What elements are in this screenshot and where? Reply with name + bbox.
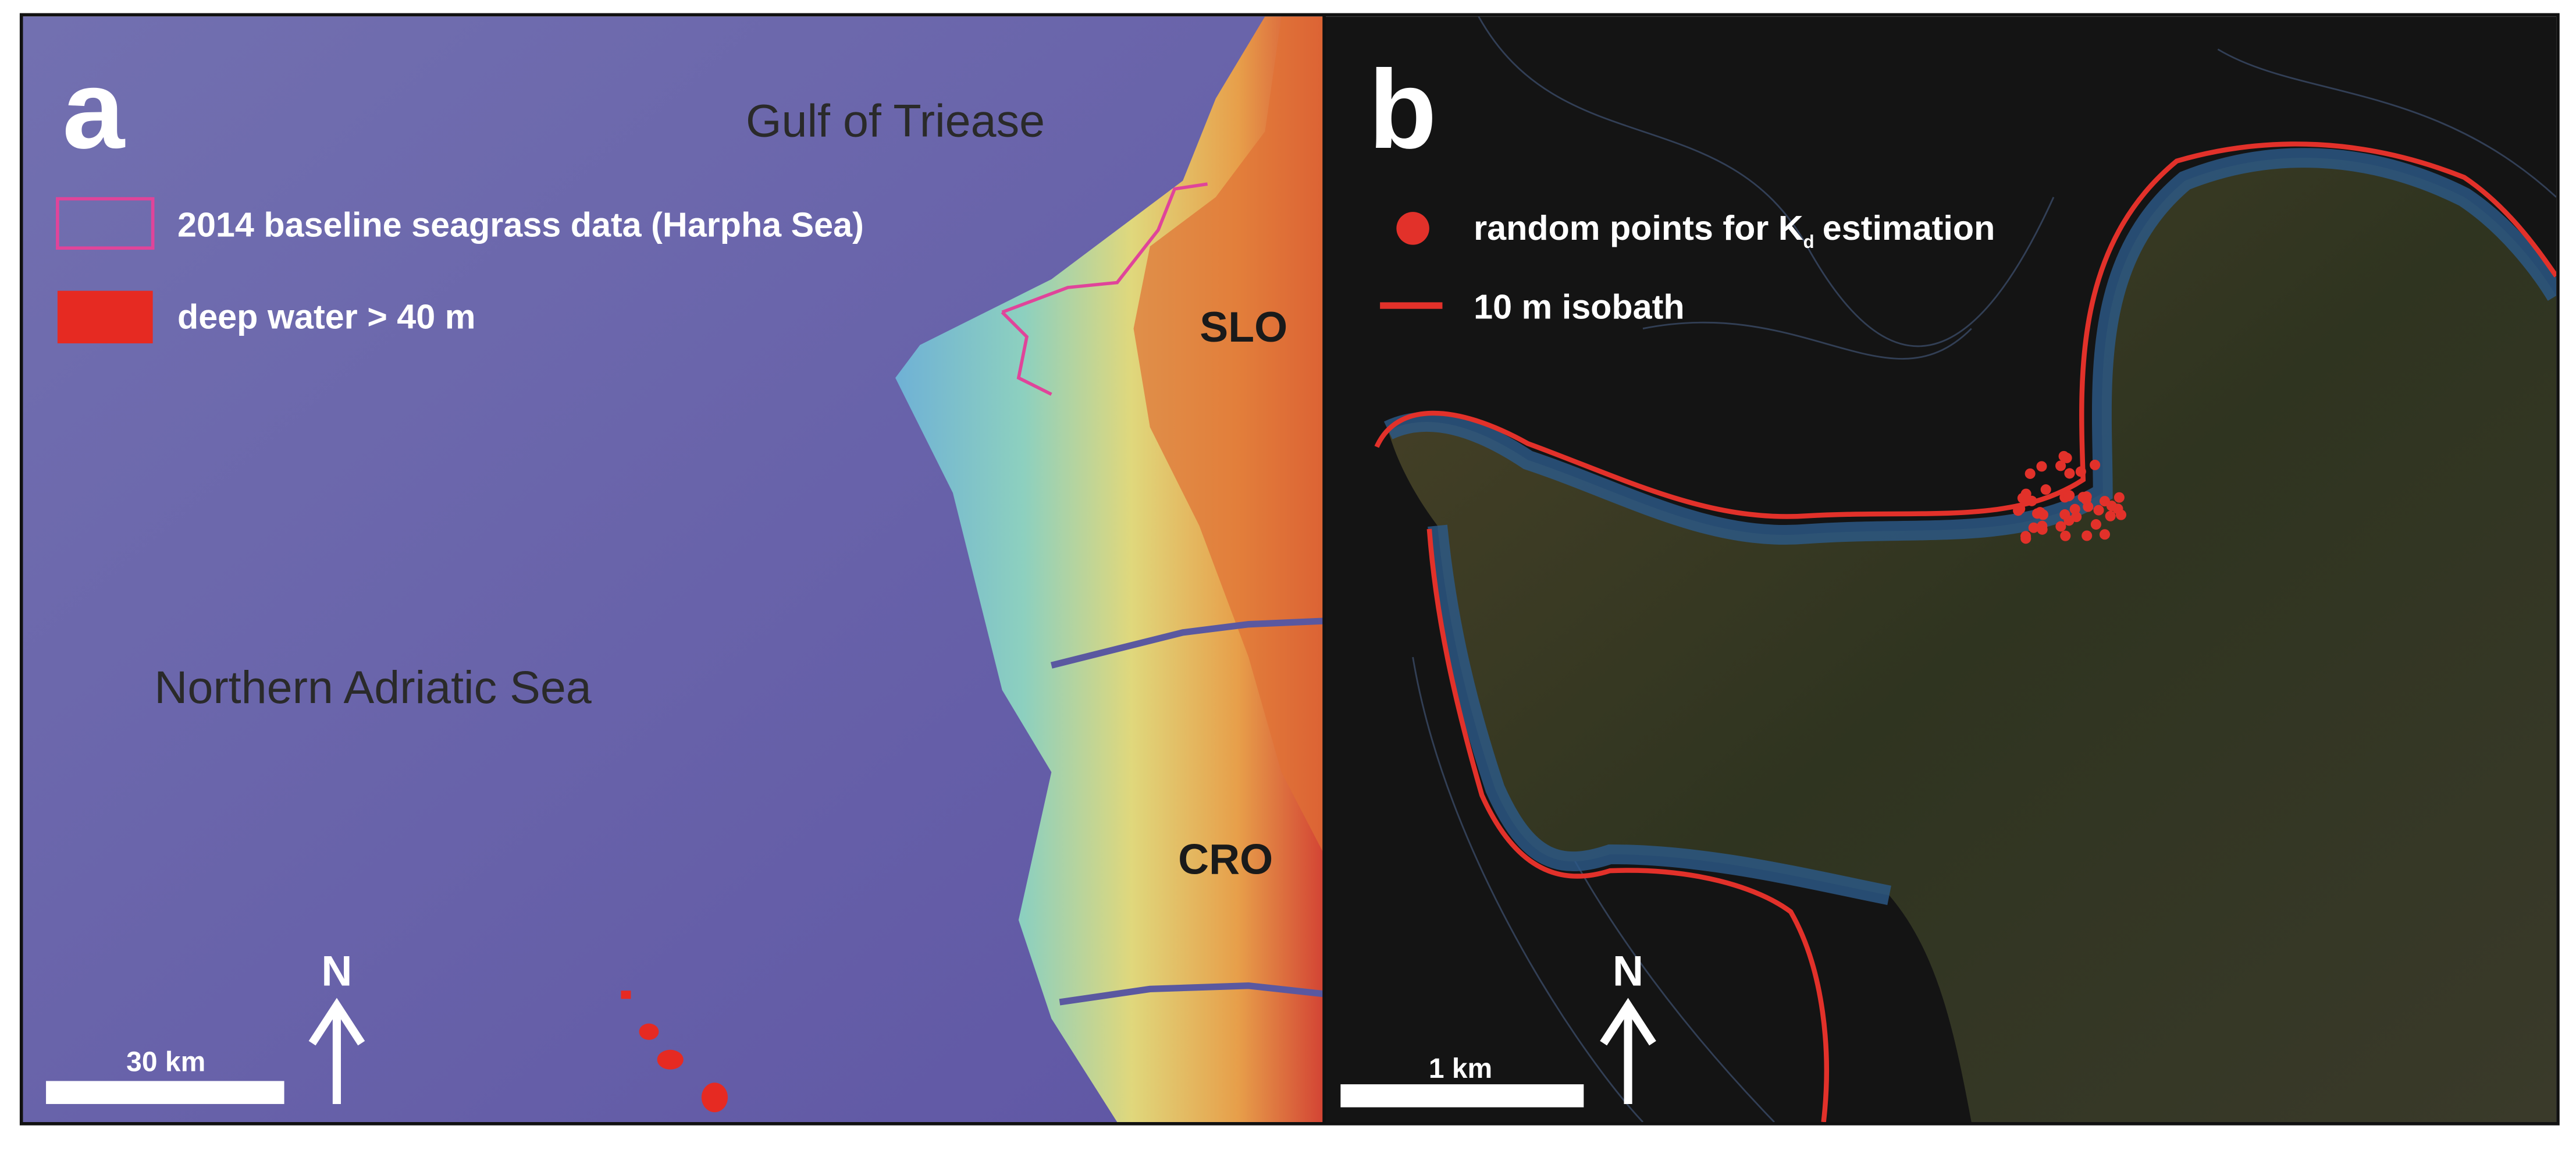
random-point <box>2064 468 2075 479</box>
legend-swatch <box>1396 212 1429 245</box>
random-point <box>2069 503 2080 514</box>
random-point <box>2037 524 2048 535</box>
random-point <box>2055 521 2066 532</box>
random-point <box>2099 496 2110 507</box>
place-label: SLO <box>1200 303 1287 351</box>
legend-subscript: d <box>1803 232 1814 252</box>
legend-label: 2014 baseline seagrass data (Harpha Sea) <box>177 205 864 244</box>
place-label: CRO <box>1178 836 1273 883</box>
random-point <box>2036 461 2047 472</box>
seagrass-outline <box>1001 182 1208 396</box>
scale-label: 30 km <box>126 1047 205 1078</box>
deep-water <box>621 991 728 1113</box>
legend-swatch <box>1380 302 1443 309</box>
random-point <box>2090 459 2101 470</box>
random-point <box>2055 460 2066 471</box>
land <box>1388 158 2557 1123</box>
legend-swatch <box>57 290 153 343</box>
shallow-band <box>1428 524 1891 906</box>
frame <box>19 13 2560 1126</box>
place-label: Northern Adriatic Sea <box>154 661 592 713</box>
random-point <box>2099 529 2111 540</box>
scale-bar <box>1340 1084 1584 1108</box>
legend-text: estimation <box>1823 208 1995 247</box>
north-arrow <box>308 998 365 1104</box>
shallow-band <box>1383 148 2557 545</box>
scale-bar <box>46 1081 284 1104</box>
random-point <box>2034 507 2045 518</box>
legend-swatch <box>56 197 155 250</box>
random-point <box>2061 452 2072 463</box>
legend-label: 10 m isobath <box>1474 288 1684 326</box>
random-point <box>2077 492 2088 503</box>
panel-label: a <box>62 47 125 172</box>
panel-b: b random points for Kd estimation 10 m is… <box>1324 16 2557 1123</box>
random-point <box>2020 488 2031 499</box>
random-point <box>2028 522 2039 533</box>
random-point <box>2105 510 2116 521</box>
panel-label: b <box>1368 47 1436 172</box>
random-point <box>2059 509 2070 520</box>
random-point <box>2114 492 2125 503</box>
random-point <box>2063 491 2075 502</box>
random-point <box>2013 505 2024 516</box>
random-points <box>2013 450 2127 544</box>
north-arrow <box>1600 998 1656 1104</box>
legend-text: random points for K <box>1474 208 1803 247</box>
legend-label: deep water > 40 m <box>177 297 475 336</box>
random-point <box>2040 484 2051 495</box>
random-point <box>2026 495 2037 506</box>
random-point <box>2060 530 2071 541</box>
panel-a: a Gulf of Triease 2014 baseline seagrass… <box>23 16 1325 1123</box>
random-point <box>2020 533 2031 544</box>
random-point <box>2093 505 2104 516</box>
north-label: N <box>321 947 352 995</box>
legend-label: random points for Kd estimation <box>1474 208 1995 252</box>
random-point <box>2075 466 2086 477</box>
isobath <box>1374 141 2557 1123</box>
scale-label: 1 km <box>1429 1053 1492 1084</box>
north-label: N <box>1613 947 1643 995</box>
terrain-high <box>1133 16 1325 854</box>
random-point <box>2024 468 2036 479</box>
channel <box>1050 617 1325 1006</box>
random-point <box>2082 530 2093 541</box>
random-point <box>2090 519 2101 530</box>
place-label: Gulf of Triease <box>746 94 1045 146</box>
